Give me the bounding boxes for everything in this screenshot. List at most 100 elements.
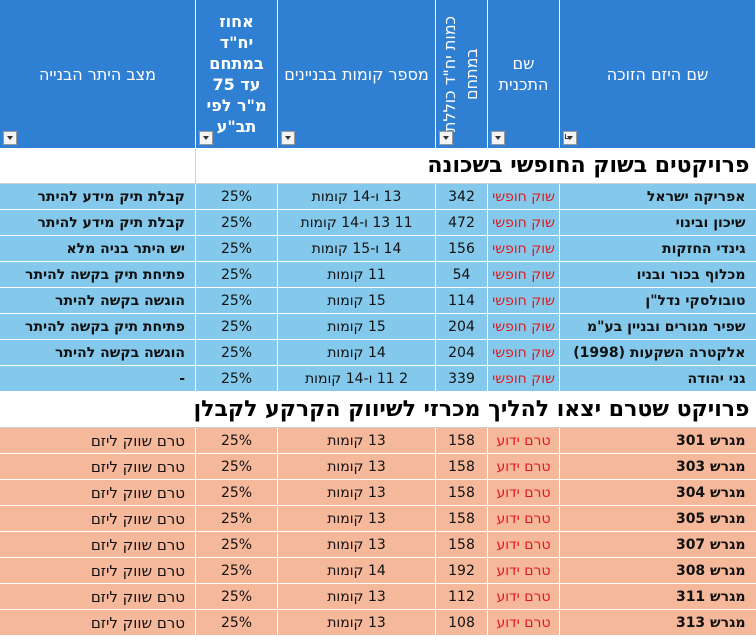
empty-cell[interactable] xyxy=(0,148,196,184)
developer-cell[interactable]: שיכון ובינוי xyxy=(559,209,756,236)
filter-dropdown-icon[interactable] xyxy=(439,131,453,145)
status-cell[interactable]: - xyxy=(0,365,196,392)
plan-cell[interactable]: שוק חופשי xyxy=(487,261,560,288)
percent-cell[interactable]: 25% xyxy=(195,427,278,454)
plan-cell[interactable]: טרם ידוע xyxy=(487,609,560,636)
percent-cell[interactable]: 25% xyxy=(195,235,278,262)
floors-cell[interactable]: 15 קומות xyxy=(277,313,436,340)
status-cell[interactable]: פתיחת תיק בקשה להיתר xyxy=(0,261,196,288)
developer-cell[interactable]: מגרש 301 xyxy=(559,427,756,454)
floors-cell[interactable]: 13 קומות xyxy=(277,479,436,506)
status-cell[interactable]: הוגשה בקשה להיתר xyxy=(0,287,196,314)
percent-cell[interactable]: 25% xyxy=(195,479,278,506)
units-cell[interactable]: 158 xyxy=(435,453,488,480)
units-cell[interactable]: 158 xyxy=(435,479,488,506)
units-cell[interactable]: 112 xyxy=(435,583,488,610)
status-cell[interactable]: קבלת תיק מידע להיתר xyxy=(0,183,196,210)
filter-dropdown-icon[interactable] xyxy=(199,131,213,145)
percent-cell[interactable]: 25% xyxy=(195,287,278,314)
developer-cell[interactable]: מגרש 313 xyxy=(559,609,756,636)
plan-cell[interactable]: שוק חופשי xyxy=(487,287,560,314)
developer-cell[interactable]: מגרש 304 xyxy=(559,479,756,506)
units-cell[interactable]: 472 xyxy=(435,209,488,236)
floors-cell[interactable]: 11 13 ו-14 קומות xyxy=(277,209,436,236)
floors-cell[interactable]: 13 קומות xyxy=(277,583,436,610)
floors-cell[interactable]: 11 קומות xyxy=(277,261,436,288)
units-cell[interactable]: 108 xyxy=(435,609,488,636)
developer-cell[interactable]: גינדי החזקות xyxy=(559,235,756,262)
section-title[interactable]: פרויקט שטרם יצאו להליך מכרזי לשיווק הקרק… xyxy=(0,391,756,428)
percent-cell[interactable]: 25% xyxy=(195,365,278,392)
percent-cell[interactable]: 25% xyxy=(195,505,278,532)
plan-cell[interactable]: שוק חופשי xyxy=(487,235,560,262)
percent-cell[interactable]: 25% xyxy=(195,313,278,340)
developer-cell[interactable]: אלקטרה השקעות (1998) xyxy=(559,339,756,366)
status-cell[interactable]: טרם שווק ליזם xyxy=(0,505,196,532)
percent-cell[interactable]: 25% xyxy=(195,261,278,288)
developer-cell[interactable]: מגרש 305 xyxy=(559,505,756,532)
floors-cell[interactable]: 13 קומות xyxy=(277,531,436,558)
floors-cell[interactable]: 14 קומות xyxy=(277,557,436,584)
floors-cell[interactable]: 13 קומות xyxy=(277,427,436,454)
units-cell[interactable]: 158 xyxy=(435,505,488,532)
developer-cell[interactable]: טובולסקי נדל"ן xyxy=(559,287,756,314)
floors-cell[interactable]: 15 קומות xyxy=(277,287,436,314)
floors-cell[interactable]: 13 קומות xyxy=(277,505,436,532)
plan-cell[interactable]: טרם ידוע xyxy=(487,557,560,584)
floors-cell[interactable]: 13 ו-14 קומות xyxy=(277,183,436,210)
percent-cell[interactable]: 25% xyxy=(195,453,278,480)
status-cell[interactable]: טרם שווק ליזם xyxy=(0,531,196,558)
units-cell[interactable]: 204 xyxy=(435,339,488,366)
plan-cell[interactable]: טרם ידוע xyxy=(487,479,560,506)
plan-cell[interactable]: טרם ידוע xyxy=(487,531,560,558)
status-cell[interactable]: קבלת תיק מידע להיתר xyxy=(0,209,196,236)
units-cell[interactable]: 204 xyxy=(435,313,488,340)
percent-cell[interactable]: 25% xyxy=(195,557,278,584)
plan-cell[interactable]: טרם ידוע xyxy=(487,453,560,480)
developer-cell[interactable]: מכלוף בכור ובניו xyxy=(559,261,756,288)
empty-cell[interactable] xyxy=(195,148,278,184)
developer-cell[interactable]: מגרש 311 xyxy=(559,583,756,610)
units-cell[interactable]: 158 xyxy=(435,531,488,558)
status-cell[interactable]: טרם שווק ליזם xyxy=(0,609,196,636)
floors-cell[interactable]: 14 ו-15 קומות xyxy=(277,235,436,262)
units-cell[interactable]: 339 xyxy=(435,365,488,392)
percent-cell[interactable]: 25% xyxy=(195,209,278,236)
floors-cell[interactable]: 13 קומות xyxy=(277,609,436,636)
developer-cell[interactable]: מגרש 307 xyxy=(559,531,756,558)
plan-cell[interactable]: שוק חופשי xyxy=(487,339,560,366)
section-title[interactable]: פרויקטים בשוק החופשי בשכונה xyxy=(277,148,756,184)
plan-cell[interactable]: שוק חופשי xyxy=(487,209,560,236)
percent-cell[interactable]: 25% xyxy=(195,531,278,558)
filter-active-icon[interactable] xyxy=(563,131,577,145)
plan-cell[interactable]: טרם ידוע xyxy=(487,427,560,454)
units-cell[interactable]: 156 xyxy=(435,235,488,262)
plan-cell[interactable]: שוק חופשי xyxy=(487,365,560,392)
developer-cell[interactable]: אפריקה ישראל xyxy=(559,183,756,210)
status-cell[interactable]: הוגשה בקשה להיתר xyxy=(0,339,196,366)
percent-cell[interactable]: 25% xyxy=(195,339,278,366)
plan-cell[interactable]: טרם ידוע xyxy=(487,505,560,532)
developer-cell[interactable]: שפיר מגורים ובניין בע"מ xyxy=(559,313,756,340)
status-cell[interactable]: פתיחת תיק בקשה להיתר xyxy=(0,313,196,340)
units-cell[interactable]: 342 xyxy=(435,183,488,210)
percent-cell[interactable]: 25% xyxy=(195,583,278,610)
floors-cell[interactable]: 13 קומות xyxy=(277,453,436,480)
status-cell[interactable]: יש היתר בניה מלא xyxy=(0,235,196,262)
filter-dropdown-icon[interactable] xyxy=(491,131,505,145)
percent-cell[interactable]: 25% xyxy=(195,609,278,636)
developer-cell[interactable]: מגרש 303 xyxy=(559,453,756,480)
filter-dropdown-icon[interactable] xyxy=(3,131,17,145)
status-cell[interactable]: טרם שווק ליזם xyxy=(0,557,196,584)
units-cell[interactable]: 158 xyxy=(435,427,488,454)
status-cell[interactable]: טרם שווק ליזם xyxy=(0,427,196,454)
units-cell[interactable]: 114 xyxy=(435,287,488,314)
units-cell[interactable]: 192 xyxy=(435,557,488,584)
status-cell[interactable]: טרם שווק ליזם xyxy=(0,453,196,480)
units-cell[interactable]: 54 xyxy=(435,261,488,288)
plan-cell[interactable]: שוק חופשי xyxy=(487,313,560,340)
floors-cell[interactable]: 2 11 ו-14 קומות xyxy=(277,365,436,392)
percent-cell[interactable]: 25% xyxy=(195,183,278,210)
floors-cell[interactable]: 14 קומות xyxy=(277,339,436,366)
developer-cell[interactable]: מגרש 308 xyxy=(559,557,756,584)
